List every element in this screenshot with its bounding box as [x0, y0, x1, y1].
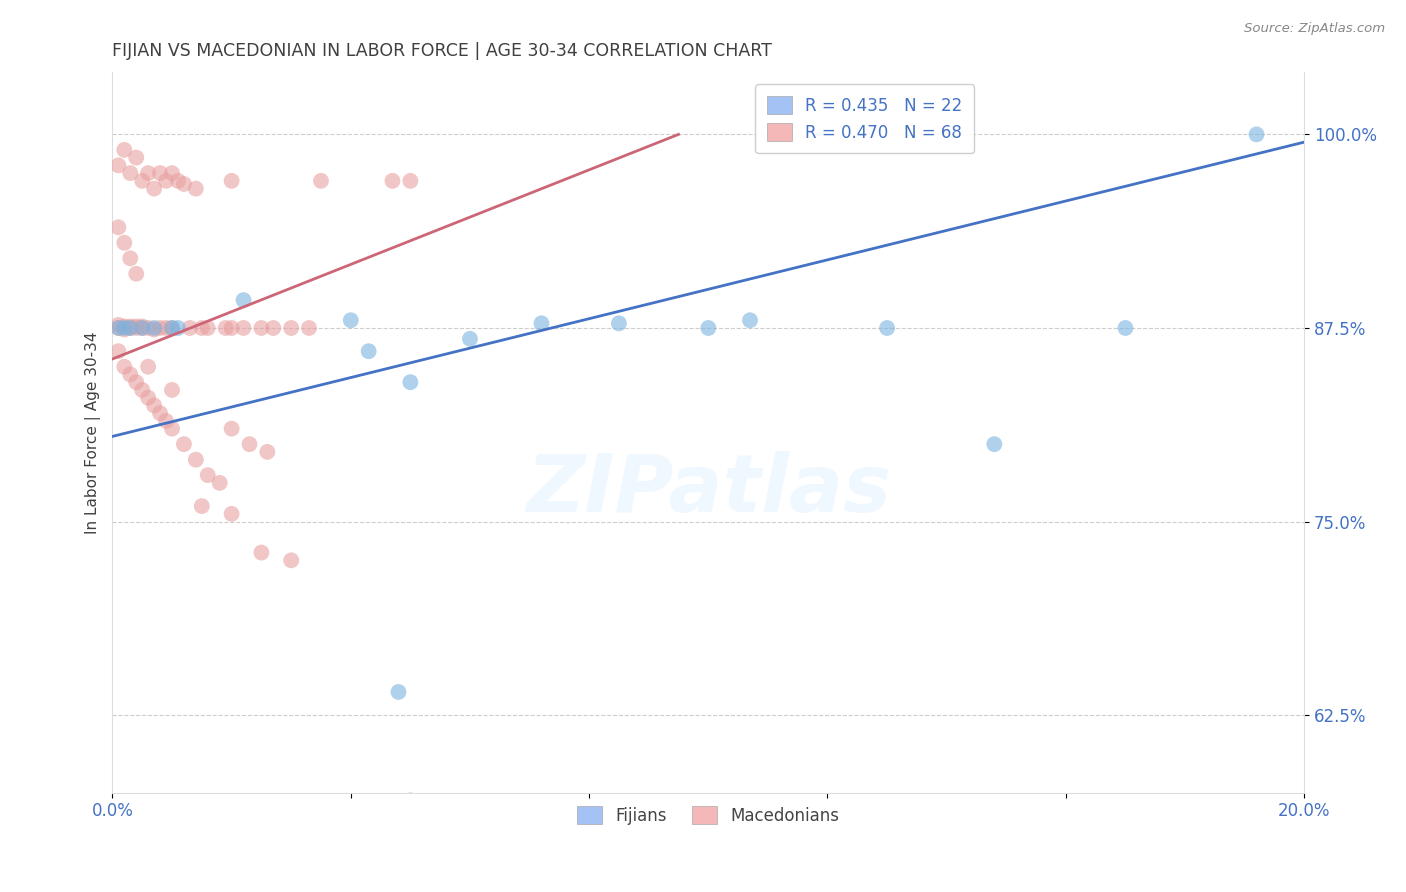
Point — [136, 359, 159, 374]
Point — [339, 313, 361, 327]
Point — [125, 321, 148, 335]
Point — [280, 321, 302, 335]
Point — [309, 174, 332, 188]
Point — [125, 151, 148, 165]
Point — [120, 319, 142, 334]
Point — [232, 293, 254, 307]
Point — [131, 174, 153, 188]
Point — [120, 368, 142, 382]
Point — [1246, 128, 1268, 142]
Point — [120, 166, 142, 180]
Point — [221, 174, 243, 188]
Point — [112, 235, 135, 250]
Point — [112, 322, 135, 336]
Point — [107, 321, 129, 335]
Point — [1114, 321, 1136, 335]
Point — [107, 158, 129, 172]
Point — [191, 499, 214, 513]
Point — [143, 322, 166, 336]
Point — [131, 319, 153, 334]
Point — [131, 321, 153, 335]
Point — [143, 399, 166, 413]
Point — [983, 437, 1005, 451]
Point — [167, 321, 190, 335]
Point — [143, 181, 166, 195]
Point — [173, 437, 195, 451]
Point — [107, 220, 129, 235]
Text: Source: ZipAtlas.com: Source: ZipAtlas.com — [1244, 22, 1385, 36]
Point — [399, 375, 422, 389]
Point — [149, 406, 172, 420]
Point — [131, 383, 153, 397]
Point — [221, 321, 243, 335]
Point — [197, 468, 219, 483]
Point — [399, 793, 422, 807]
Legend: Fijians, Macedonians: Fijians, Macedonians — [567, 796, 849, 835]
Point — [221, 507, 243, 521]
Point — [160, 321, 183, 335]
Point — [256, 445, 278, 459]
Point — [179, 321, 201, 335]
Point — [120, 321, 142, 335]
Point — [120, 321, 142, 335]
Point — [112, 359, 135, 374]
Point — [197, 321, 219, 335]
Point — [112, 319, 135, 334]
Point — [131, 321, 153, 335]
Y-axis label: In Labor Force | Age 30-34: In Labor Force | Age 30-34 — [86, 331, 101, 533]
Point — [173, 177, 195, 191]
Point — [120, 252, 142, 266]
Point — [143, 321, 166, 335]
Point — [184, 452, 207, 467]
Point — [167, 174, 190, 188]
Point — [155, 414, 177, 428]
Point — [107, 321, 129, 335]
Point — [221, 422, 243, 436]
Point — [250, 321, 273, 335]
Point — [250, 545, 273, 559]
Point — [125, 319, 148, 334]
Point — [160, 321, 183, 335]
Point — [125, 267, 148, 281]
Point — [214, 321, 236, 335]
Point — [208, 475, 231, 490]
Point — [155, 174, 177, 188]
Point — [399, 174, 422, 188]
Point — [125, 375, 148, 389]
Point — [238, 437, 260, 451]
Point — [191, 321, 214, 335]
Point — [155, 321, 177, 335]
Text: FIJIAN VS MACEDONIAN IN LABOR FORCE | AGE 30-34 CORRELATION CHART: FIJIAN VS MACEDONIAN IN LABOR FORCE | AG… — [112, 42, 772, 60]
Point — [149, 166, 172, 180]
Point — [458, 332, 481, 346]
Point — [876, 321, 898, 335]
Point — [232, 321, 254, 335]
Point — [112, 321, 135, 335]
Point — [149, 321, 172, 335]
Point — [112, 143, 135, 157]
Point — [697, 321, 720, 335]
Point — [184, 181, 207, 195]
Point — [262, 321, 284, 335]
Point — [607, 316, 630, 330]
Point — [387, 685, 409, 699]
Point — [738, 313, 761, 327]
Point — [107, 318, 129, 332]
Point — [107, 344, 129, 359]
Point — [136, 166, 159, 180]
Point — [160, 422, 183, 436]
Point — [160, 166, 183, 180]
Point — [298, 321, 321, 335]
Point — [136, 321, 159, 335]
Text: ZIPatlas: ZIPatlas — [526, 451, 891, 529]
Point — [530, 316, 553, 330]
Point — [136, 391, 159, 405]
Point — [357, 344, 380, 359]
Point — [160, 383, 183, 397]
Point — [381, 174, 404, 188]
Point — [280, 553, 302, 567]
